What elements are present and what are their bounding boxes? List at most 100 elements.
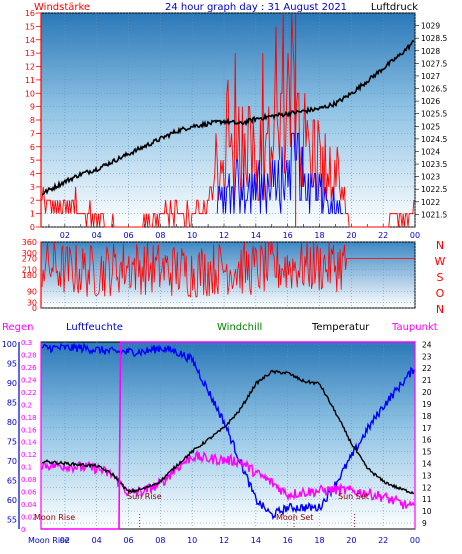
pressure-line: [41, 39, 415, 196]
y-temp-tick-label: 19: [422, 400, 432, 409]
y2-tick-label: 1023: [421, 173, 440, 182]
humidity-line: [41, 342, 415, 521]
y2-tick-label: 1026.5: [421, 85, 447, 94]
y-tick-label: 13: [25, 49, 35, 58]
compass-label: N: [436, 303, 444, 316]
y-tick-label: 12: [25, 63, 35, 72]
panel1-x-axis: 02 04 06 08 10 12 14 16 18 20 22 00: [60, 231, 420, 240]
y-rain-tick-label: 0.3: [21, 339, 32, 347]
y-tick-label: 15: [25, 22, 35, 31]
x-tick-label: 00: [410, 231, 420, 240]
x-tick-label: 12: [219, 231, 229, 240]
y-rain-tick-label: 0.24: [21, 376, 37, 384]
rain-line: [41, 341, 415, 530]
compass-label: W: [435, 255, 446, 268]
y-temp-tick-label: 12: [422, 483, 432, 492]
wind-series: [41, 12, 415, 228]
header-left-label: Windstärke: [34, 2, 90, 13]
y2-tick-label: 1024: [421, 147, 440, 156]
y-rain-tick-label: 0.16: [21, 426, 37, 434]
y-tick-label: 10: [25, 89, 35, 98]
label-regen: Regen: [2, 322, 34, 333]
annotation-moon-rise-in-plot: Moon Rise: [34, 513, 75, 522]
y2-tick-label: 1026: [421, 97, 440, 106]
y-tick-label: 180: [22, 271, 37, 280]
annotation-moon-rise-axis: Moon Rise: [28, 536, 69, 545]
x-tick-label: 02: [60, 536, 70, 545]
y-tick-label: 5: [30, 156, 35, 165]
y-tick-label: 90: [27, 288, 37, 297]
y2-tick-label: 1028: [421, 47, 440, 56]
x-tick-label: 16: [283, 231, 293, 240]
x-tick-label: 20: [346, 536, 356, 545]
x-tick-label: 14: [251, 536, 261, 545]
y-rain-tick-label: 0.1: [21, 464, 32, 472]
y-temp-tick-label: 10: [422, 507, 432, 516]
annotation-moon-set: Moon Set: [276, 513, 313, 522]
y2-tick-label: 1021.5: [421, 210, 447, 219]
y-tick-label: 3: [30, 183, 35, 192]
y-temp-tick-label: 13: [422, 471, 432, 480]
label-windchill: Windchill: [217, 322, 262, 333]
panel3-humidity-axis: 55 60 65 70 75 80 85 90 95 100: [2, 340, 20, 529]
y2-tick-label: 1025.5: [421, 110, 447, 119]
y-tick-label: 7: [30, 129, 35, 138]
x-tick-label: 12: [219, 536, 229, 545]
y-tick-label: 4: [30, 170, 35, 179]
y-tick-label: 9: [30, 103, 35, 112]
panel3-series: [41, 341, 415, 530]
temperature-line: [41, 369, 415, 495]
y-rain-tick-label: 0.02: [21, 514, 37, 522]
y2-tick-label: 1022: [421, 198, 440, 207]
chart-title: 24 hour graph day : 31 August 2021: [165, 2, 347, 13]
y-tick-label: 8: [30, 116, 35, 125]
annotation-sun-rise: Sun Rise: [127, 492, 162, 501]
x-tick-label: 04: [92, 231, 102, 240]
x-tick-label: 02: [60, 231, 70, 240]
y2-tick-label: 1027.5: [421, 59, 447, 68]
y-tick-label: 0: [32, 304, 37, 313]
y-tick-label: 2: [30, 196, 35, 205]
x-tick-label: 06: [123, 536, 133, 545]
y-tick-label: 210: [22, 266, 37, 275]
x-tick-label: 18: [314, 231, 324, 240]
y-tick-label: 11: [25, 76, 35, 85]
label-luftfeuchte: Luftfeuchte: [66, 322, 123, 333]
y-rain-tick-label: 0.26: [21, 364, 37, 372]
y-tick-label: 16: [25, 9, 35, 18]
y-temp-tick-label: 20: [422, 388, 432, 397]
wind-direction-series: [41, 241, 415, 298]
x-tick-label: 22: [378, 231, 388, 240]
x-tick-label: 08: [155, 231, 165, 240]
y-temp-tick-label: 14: [422, 459, 432, 468]
y-temp-tick-label: 17: [422, 424, 432, 433]
y-humidity-tick-label: 65: [7, 476, 17, 485]
x-tick-label: 10: [187, 536, 197, 545]
y-temp-tick-label: 21: [422, 376, 432, 385]
y-humidity-tick-label: 70: [7, 457, 17, 466]
y-temp-tick-label: 15: [422, 448, 432, 457]
y-rain-tick-label: 0.04: [21, 501, 37, 509]
panel3-plot-area: [40, 341, 416, 530]
panel2-grid: [41, 241, 416, 309]
y2-tick-label: 1025: [421, 122, 440, 131]
wind-direction-line: [41, 241, 415, 298]
y-tick-label: 0: [30, 223, 35, 232]
y-humidity-tick-label: 95: [7, 359, 17, 368]
y2-tick-label: 1023.5: [421, 160, 447, 169]
y2-tick-label: 1027: [421, 72, 440, 81]
y-temp-tick-label: 23: [422, 352, 432, 361]
compass-label: N: [436, 239, 444, 252]
y-tick-label: 30: [27, 299, 37, 308]
y-tick-label: 270: [22, 255, 37, 264]
y-humidity-tick-label: 80: [7, 418, 17, 427]
y-rain-tick-label: 0.18: [21, 414, 37, 422]
wind-line: [41, 12, 415, 228]
y-tick-label: 360: [22, 238, 37, 247]
dewpoint-line: [41, 449, 415, 510]
x-tick-label: 06: [123, 231, 133, 240]
y-humidity-tick-label: 75: [7, 437, 17, 446]
panel1-right-axis: 1021.5 1022 1022.5 1023 1023.5 1024 1024.5 1025…: [415, 22, 447, 219]
